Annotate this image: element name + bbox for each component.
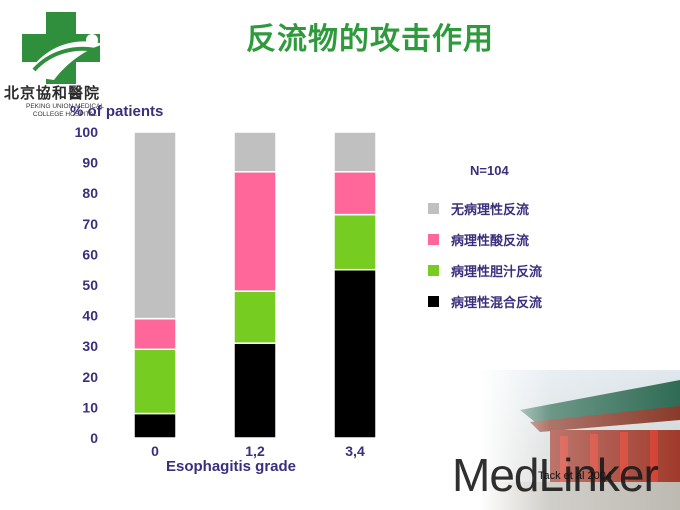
hospital-building-image <box>480 370 680 510</box>
bar-segment <box>133 131 177 320</box>
bar-segment <box>333 268 377 439</box>
hospital-logo <box>22 12 104 84</box>
x-axis-label: Esophagitis grade <box>166 458 297 475</box>
bar-segment <box>333 131 377 173</box>
x-tick-label: 0 <box>151 443 159 459</box>
legend-label: 无病理性反流 <box>451 203 530 218</box>
x-tick-label: 3,4 <box>345 443 365 459</box>
y-tick-label: 70 <box>82 216 98 232</box>
legend-items: 无病理性反流 病理性酸反流 病理性胆汁反流 病理性混合反流 <box>428 193 542 317</box>
y-tick-label: 0 <box>90 430 98 446</box>
legend-label: 病理性混合反流 <box>451 296 543 311</box>
bar-segment <box>233 342 277 439</box>
legend-item: 无病理性反流 <box>428 193 542 224</box>
y-tick-label: 60 <box>82 246 98 262</box>
x-tick-label: 1,2 <box>245 443 265 459</box>
y-tick-label: 10 <box>82 399 98 415</box>
slide-title: 反流物的攻击作用 <box>246 22 494 57</box>
bar-segment <box>133 348 177 415</box>
y-tick-label: 20 <box>82 369 98 385</box>
y-tick-label: 30 <box>82 338 98 354</box>
y-tick-label: 50 <box>82 277 98 293</box>
legend-item: 病理性胆汁反流 <box>428 255 542 286</box>
bar-segment <box>133 317 177 351</box>
bar-segment <box>133 412 177 439</box>
logo-english-line1: PEKING UNION MEDICAL <box>25 103 104 110</box>
logo-chinese-name: 北京協和醫院 <box>4 84 101 102</box>
y-tick-label: 80 <box>82 185 98 201</box>
bar-segment <box>233 290 277 344</box>
bar-segment <box>333 213 377 271</box>
legend-item: 病理性混合反流 <box>428 286 542 317</box>
bar-segment <box>333 171 377 216</box>
bar-segment <box>233 171 277 292</box>
logo-english-line2: COLLEGE HOSPITAL <box>32 111 98 118</box>
legend-swatch <box>428 265 439 276</box>
y-axis-label: % of patients <box>70 103 164 120</box>
legend-swatch <box>428 234 439 245</box>
legend: N=104 无病理性反流 病理性酸反流 病理性胆汁反流 病理性混合反流 <box>428 163 542 317</box>
logo-english-name: PEKING UNION MEDICAL COLLEGE HOSPITAL <box>10 103 120 119</box>
citation: Tack et al 2004 <box>538 470 612 482</box>
watermark: MedLinker <box>452 449 659 501</box>
legend-label: 病理性酸反流 <box>451 234 530 249</box>
legend-item: 病理性酸反流 <box>428 224 542 255</box>
legend-swatch <box>428 203 439 214</box>
legend-swatch <box>428 296 439 307</box>
y-tick-label: 90 <box>82 155 98 171</box>
y-tick-label: 100 <box>75 124 99 140</box>
legend-sample-size: N=104 <box>470 163 509 178</box>
legend-label: 病理性胆汁反流 <box>451 265 543 280</box>
bar-segment <box>233 131 277 173</box>
y-tick-label: 40 <box>82 308 98 324</box>
